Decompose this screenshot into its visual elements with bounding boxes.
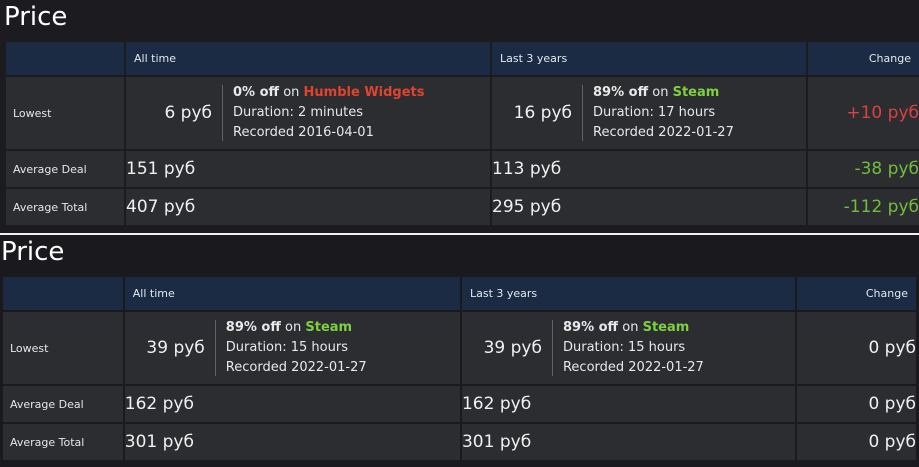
header-row: All time Last 3 years Change — [3, 277, 916, 310]
average-total-last-3-years: 301 руб — [461, 424, 796, 460]
row-average-total: Average Total 301 руб 301 руб 0 руб — [3, 424, 916, 460]
header-all-time: All time — [126, 42, 490, 75]
lowest-price: 39 руб — [483, 338, 542, 358]
header-change: Change — [808, 42, 919, 75]
lowest-all-time-cell: 39 руб 89% off on Steam Duration: 15 hou… — [124, 312, 460, 384]
average-deal-last-3-years: 113 руб — [492, 151, 806, 187]
shop-link-steam[interactable]: Steam — [642, 320, 690, 335]
on-word: on — [622, 320, 639, 335]
average-total-last-3-years: 295 руб — [492, 189, 806, 225]
discount: 0% off — [233, 85, 280, 100]
average-deal-all-time: 162 руб — [124, 386, 460, 422]
header-row: All time Last 3 years Change — [6, 42, 919, 75]
row-label-average-total: Average Total — [3, 424, 123, 460]
price-table: All time Last 3 years Change Lowest 39 р… — [1, 275, 918, 462]
row-average-deal: Average Deal 162 руб 162 руб 0 руб — [3, 386, 916, 422]
change-lowest: 0 руб — [797, 312, 916, 384]
lowest-price: 16 руб — [513, 103, 572, 123]
average-deal-all-time: 151 руб — [126, 151, 490, 187]
divider-line — [582, 85, 583, 141]
discount: 89% off — [593, 85, 649, 100]
average-total-all-time: 407 руб — [126, 189, 490, 225]
price-panel-2: Price All time Last 3 years Change Lowes… — [0, 235, 919, 467]
row-label-average-total: Average Total — [6, 189, 124, 225]
duration: Duration: 2 minutes — [233, 105, 363, 120]
price-table: All time Last 3 years Change Lowest 6 ру… — [4, 40, 919, 227]
change-average-total: 0 руб — [797, 424, 916, 460]
shop-link-humble[interactable]: Humble Widgets — [303, 85, 425, 100]
on-word: on — [283, 85, 300, 100]
shop-link-steam[interactable]: Steam — [672, 85, 720, 100]
discount: 89% off — [562, 320, 619, 335]
average-total-all-time: 301 руб — [124, 424, 460, 460]
discount: 89% off — [225, 320, 281, 335]
divider-line — [222, 85, 223, 141]
row-label-average-deal: Average Deal — [3, 386, 123, 422]
price-panel-1: Price All time Last 3 years Change Lowes… — [0, 0, 919, 232]
row-label-lowest: Lowest — [3, 312, 123, 384]
recorded-date: Recorded 2022-01-27 — [225, 360, 367, 375]
divider-line — [214, 320, 216, 376]
header-last-3-years: Last 3 years — [461, 277, 796, 310]
recorded-date: Recorded 2022-01-27 — [593, 125, 734, 140]
row-average-deal: Average Deal 151 руб 113 руб -38 руб — [6, 151, 919, 187]
recorded-date: Recorded 2022-01-27 — [562, 360, 704, 375]
average-deal-last-3-years: 162 руб — [461, 386, 796, 422]
header-change: Change — [797, 277, 916, 310]
lowest-price: 6 руб — [164, 103, 212, 123]
row-lowest: Lowest 39 руб 89% off on Steam Duration:… — [3, 312, 916, 384]
duration: Duration: 15 hours — [562, 340, 686, 355]
lowest-price: 39 руб — [146, 338, 205, 358]
change-average-deal: -38 руб — [808, 151, 919, 187]
change-lowest: +10 руб — [808, 77, 919, 149]
divider-line — [551, 320, 553, 376]
header-blank — [3, 277, 123, 310]
lowest-last-3-years-cell: 16 руб 89% off on Steam Duration: 17 hou… — [492, 77, 806, 149]
row-label-average-deal: Average Deal — [6, 151, 124, 187]
row-average-total: Average Total 407 руб 295 руб -112 руб — [6, 189, 919, 225]
lowest-all-time-cell: 6 руб 0% off on Humble Widgets Duration:… — [126, 77, 490, 149]
duration: Duration: 17 hours — [593, 105, 716, 120]
on-word: on — [285, 320, 302, 335]
header-last-3-years: Last 3 years — [492, 42, 806, 75]
row-label-lowest: Lowest — [6, 77, 124, 149]
header-all-time: All time — [124, 277, 460, 310]
duration: Duration: 15 hours — [225, 340, 348, 355]
change-average-deal: 0 руб — [797, 386, 916, 422]
recorded-date: Recorded 2016-04-01 — [233, 125, 374, 140]
row-lowest: Lowest 6 руб 0% off on Humble Widgets Du… — [6, 77, 919, 149]
shop-link-steam[interactable]: Steam — [305, 320, 353, 335]
price-title: Price — [1, 237, 65, 267]
header-blank — [6, 42, 124, 75]
on-word: on — [652, 85, 669, 100]
section-divider — [0, 233, 919, 235]
price-title: Price — [4, 2, 68, 32]
lowest-last-3-years-cell: 39 руб 89% off on Steam Duration: 15 hou… — [461, 312, 796, 384]
change-average-total: -112 руб — [808, 189, 919, 225]
